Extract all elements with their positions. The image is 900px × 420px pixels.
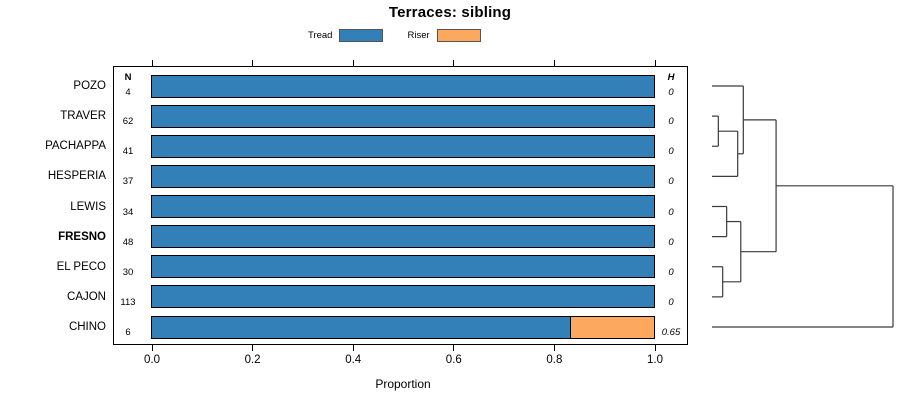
n-value: 41 [122, 146, 134, 158]
h-value: 0 [668, 176, 674, 188]
legend-label-tread: Tread [308, 29, 333, 41]
legend-swatch-tread [339, 28, 384, 42]
n-value: 62 [122, 116, 134, 128]
x-axis-tick-bottom [453, 345, 455, 351]
x-axis-tick-top [654, 60, 656, 66]
n-value: 34 [122, 206, 134, 218]
bar-segment-tread [151, 164, 655, 188]
x-axis-tick-bottom [654, 345, 656, 351]
n-value: 30 [122, 266, 134, 278]
x-axis-tick-label: 0.6 [445, 354, 462, 366]
bar-segment-tread [151, 104, 655, 128]
h-value: 0 [668, 87, 674, 98]
row-label-fresno: FRESNO [58, 230, 106, 243]
x-axis-tick-bottom [252, 345, 254, 351]
x-axis-tick-label: 1.0 [647, 354, 663, 366]
x-axis-tick-top [151, 60, 153, 66]
row-label-el-peco: EL PECO [56, 260, 106, 273]
x-axis-tick-label: 0.8 [546, 354, 563, 366]
x-axis-tick-label: 0.2 [244, 354, 261, 366]
n-value: 37 [122, 176, 134, 188]
bar-segment-tread [151, 285, 655, 309]
x-axis-title: Proportion [375, 377, 431, 391]
h-value: 0 [668, 146, 674, 158]
h-value: 0 [668, 206, 674, 218]
h-value: 0.65 [661, 327, 681, 338]
n-column-header: N [124, 72, 132, 83]
n-value: 6 [125, 327, 131, 338]
h-value: 0 [668, 116, 674, 128]
bar-segment-tread [151, 315, 571, 339]
x-axis-tick-label: 0.4 [345, 354, 362, 366]
h-value: 0 [668, 236, 674, 248]
row-label-pachappa: PACHAPPA [45, 140, 106, 153]
n-value: 113 [120, 296, 136, 308]
x-axis-tick-bottom [553, 345, 555, 351]
bar-segment-tread [151, 225, 655, 249]
legend-swatch-riser [436, 28, 481, 42]
x-axis-tick-label: 0.0 [144, 354, 160, 366]
h-value: 0 [668, 266, 674, 278]
bar-segment-tread [151, 195, 655, 218]
bar-segment-riser [569, 315, 655, 339]
x-axis-tick-top [252, 60, 254, 66]
row-label-chino: CHINO [68, 321, 106, 333]
x-axis-tick-top [352, 60, 354, 66]
row-label-pozo: POZO [73, 80, 106, 92]
h-column-header: H [667, 72, 675, 83]
x-axis-tick-bottom [151, 345, 153, 351]
n-value: 4 [125, 87, 131, 98]
row-label-hesperia: HESPERIA [47, 170, 106, 183]
row-label-traver: TRAVER [60, 110, 106, 123]
row-label-cajon: CAJON [67, 290, 106, 303]
bar-segment-tread [151, 255, 655, 279]
x-axis-tick-top [553, 60, 555, 66]
x-axis-tick-top [453, 60, 455, 66]
n-value: 48 [122, 236, 134, 248]
bar-segment-tread [151, 74, 655, 98]
row-label-lewis: LEWIS [70, 200, 106, 213]
legend: Tread Riser [308, 28, 481, 42]
chart-title: Terraces: sibling [388, 4, 512, 21]
x-axis-tick-bottom [352, 345, 354, 351]
bar-segment-tread [151, 134, 655, 158]
h-value: 0 [668, 296, 674, 308]
legend-label-riser: Riser [407, 29, 430, 41]
plot-frame [113, 66, 688, 345]
